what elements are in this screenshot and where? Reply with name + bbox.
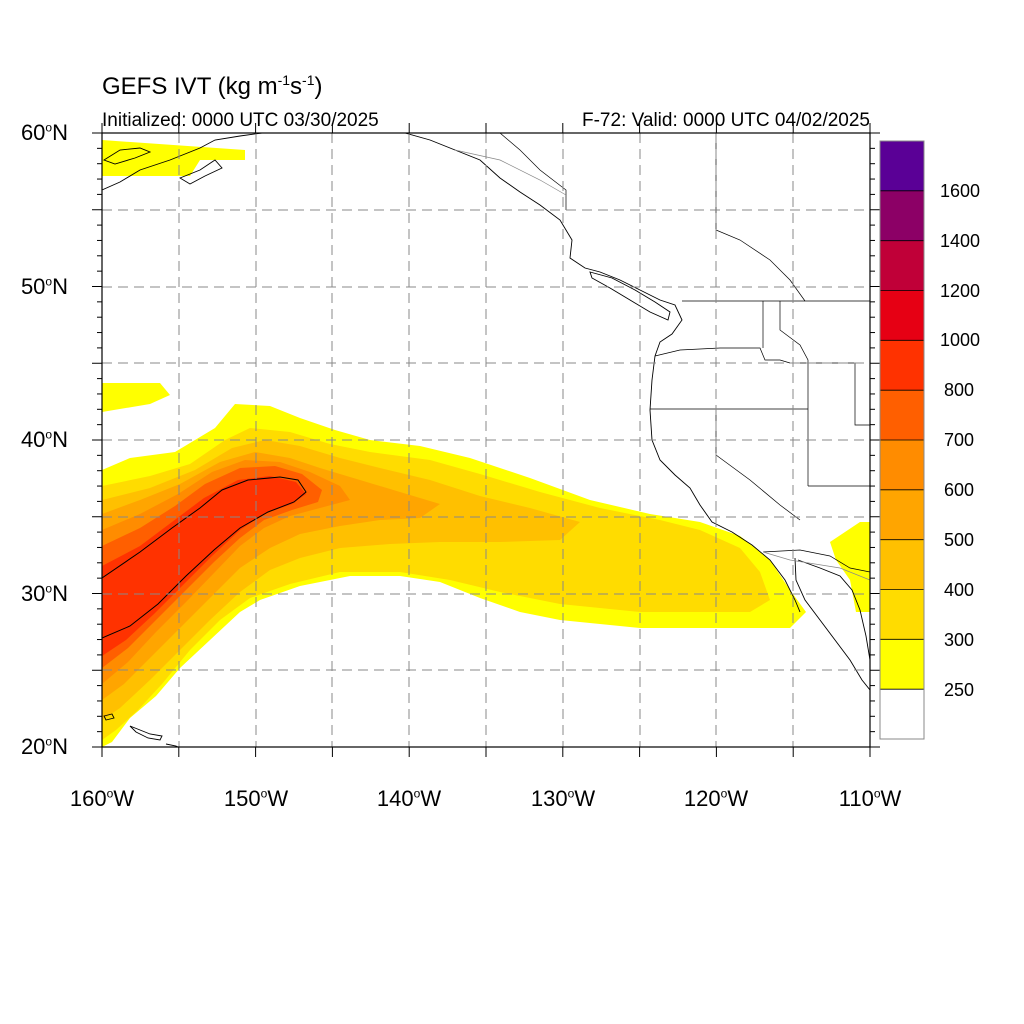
alaska-coast <box>102 133 263 191</box>
wa-or-border <box>654 347 855 364</box>
ca-nv-border <box>715 409 801 521</box>
colorbar-label-250: 250 <box>944 680 975 700</box>
init-time-label: Initialized: 0000 UTC 03/30/2025 <box>102 110 379 131</box>
id-mt-border <box>854 363 870 426</box>
valid-time-label: F-72: Valid: 0000 UTC 04/02/2025 <box>582 110 870 131</box>
colorbar-label-500: 500 <box>944 530 975 550</box>
colorbar-label-400: 400 <box>944 580 975 600</box>
bc-ab-border <box>715 133 806 302</box>
lon-label-120w: 120oW <box>683 786 749 811</box>
colorbar-swatch <box>880 689 924 740</box>
lon-label-150w: 150oW <box>223 786 289 811</box>
lat-label-30: 30oN <box>20 581 68 606</box>
hawaii-1 <box>103 713 115 721</box>
west-coast <box>649 355 801 613</box>
colorbar-swatch <box>880 589 924 640</box>
lat-label-20: 20oN <box>20 734 68 759</box>
tick-marks <box>92 123 880 757</box>
colorbar-label-1000: 1000 <box>940 330 981 350</box>
colorbar-swatch <box>880 190 924 242</box>
colorbar-swatch <box>880 390 924 441</box>
alaska-bc-border <box>499 133 567 210</box>
baja-peninsula <box>794 557 870 691</box>
colorbar-swatch <box>880 440 924 491</box>
hawaii-2 <box>129 725 163 741</box>
ivt-250-region-baja <box>830 522 870 612</box>
lon-label-140w: 140oW <box>376 786 442 811</box>
title-units: (kg m-1s-1) <box>217 72 323 100</box>
colorbar-swatch <box>880 489 924 541</box>
colorbar-swatch <box>880 141 924 192</box>
colorbar-label-1600: 1600 <box>940 181 981 201</box>
colorbar <box>879 140 925 740</box>
colorbar-swatch <box>880 240 924 291</box>
colorbar-swatch <box>880 290 924 341</box>
colorbar-label-1400: 1400 <box>940 231 981 251</box>
colorbar-swatch <box>880 639 924 690</box>
vancouver-island <box>589 271 671 321</box>
colorbar-swatch <box>880 539 924 590</box>
colorbar-frame <box>879 140 925 740</box>
lat-label-50: 50oN <box>20 274 68 299</box>
lon-label-130w: 130oW <box>530 786 596 811</box>
us-mexico-border <box>762 549 870 573</box>
coastlines <box>102 133 870 747</box>
lat-label-40: 40oN <box>20 427 68 452</box>
map-title: GEFS IVT (kg m-1s-1) <box>102 72 323 101</box>
colorbar-swatch <box>880 340 924 391</box>
bc-coast <box>404 133 683 357</box>
alaska-inlet <box>102 147 152 165</box>
ivt-250-region-north <box>102 383 170 412</box>
graticule <box>102 133 870 747</box>
mexico-mainland <box>797 559 870 661</box>
alaska-island <box>178 159 223 185</box>
colorbar-label-600: 600 <box>944 480 975 500</box>
title-product: GEFS IVT <box>102 73 211 100</box>
colorbar-label-800: 800 <box>944 380 975 400</box>
or-id-border <box>779 301 809 409</box>
colorbar-label-300: 300 <box>944 630 975 650</box>
ivt-800-region <box>102 476 306 656</box>
ivt-1000-contour <box>102 476 307 639</box>
ivt-250-region-alaska <box>102 140 245 176</box>
lat-label-60: 60oN <box>20 120 68 145</box>
colorbar-label-700: 700 <box>944 430 975 450</box>
lon-label-160w: 160oW <box>69 786 135 811</box>
colorbar-label-1200: 1200 <box>940 281 981 301</box>
grey-borders <box>454 149 870 581</box>
lon-label-110w: 110oW <box>838 786 902 811</box>
